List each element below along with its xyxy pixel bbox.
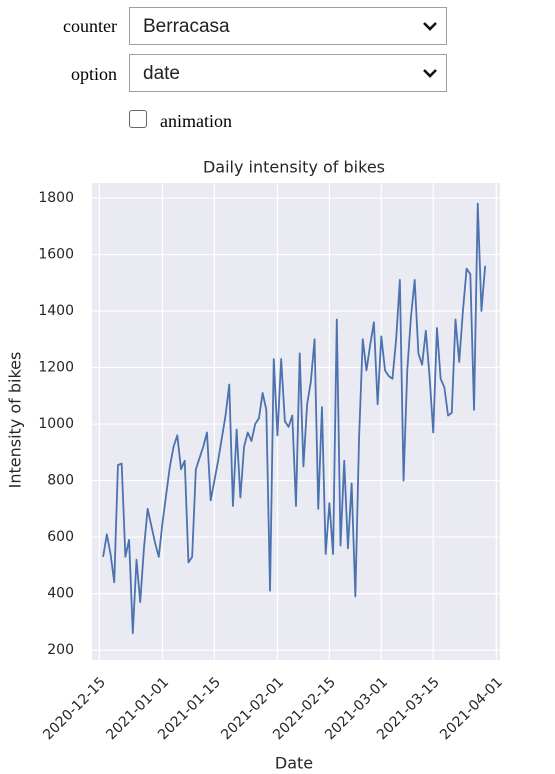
option-label: option xyxy=(70,64,117,84)
x-tick-label: 2020-12-15 xyxy=(40,674,109,743)
y-tick-label: 200 xyxy=(47,642,74,658)
y-tick-label: 1000 xyxy=(38,416,74,432)
x-axis-label: Date xyxy=(275,754,313,773)
animation-checkbox[interactable] xyxy=(129,110,147,128)
y-tick-label: 600 xyxy=(47,529,74,545)
counter-select[interactable]: Berracasa xyxy=(130,8,446,44)
line-series xyxy=(102,202,487,635)
chart-title: Daily intensity of bikes xyxy=(203,158,385,177)
y-tick-label: 1200 xyxy=(38,360,74,376)
y-tick-label: 400 xyxy=(47,586,74,602)
y-axis-label: Intensity of bikes xyxy=(6,352,25,489)
y-tick-label: 1800 xyxy=(38,190,74,206)
x-tick-label: 2021-04-01 xyxy=(437,674,506,743)
option-dropdown[interactable]: date xyxy=(129,54,447,92)
animation-label: animation xyxy=(160,111,232,131)
y-tick-label: 1400 xyxy=(38,303,74,319)
y-tick-label: 1600 xyxy=(38,246,74,262)
chart: Daily intensity of bikes Date Intensity … xyxy=(6,158,506,773)
counter-dropdown[interactable]: Berracasa xyxy=(129,7,447,45)
counter-label: counter xyxy=(63,16,117,36)
y-tick-label: 800 xyxy=(47,473,74,489)
option-select[interactable]: date xyxy=(130,55,446,91)
